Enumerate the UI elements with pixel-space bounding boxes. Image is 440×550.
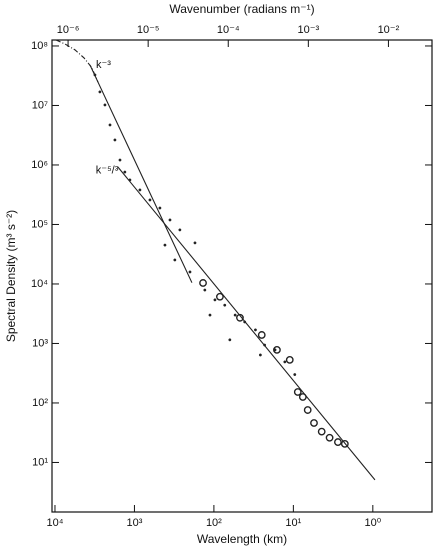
top-axis-title: Wavenumber (radians m⁻¹) (169, 2, 314, 16)
dot-point (158, 206, 162, 210)
circle-point (325, 433, 334, 442)
y-tick-label: 10⁴ (31, 278, 48, 290)
x-tick-label: 10¹ (285, 517, 301, 529)
dot-point (193, 241, 197, 245)
dot-point (208, 313, 212, 317)
x2-tick-label: 10⁻⁴ (217, 24, 240, 36)
dot-point (253, 328, 257, 332)
circle-point (340, 440, 349, 448)
circle-point (257, 331, 266, 339)
dot-point (173, 258, 177, 262)
dot-point (163, 243, 167, 247)
dot-point (178, 228, 182, 232)
dot-point (258, 353, 262, 357)
dot-point (123, 170, 127, 174)
circle-point (285, 355, 294, 364)
dot-point (108, 123, 112, 127)
reference-line (89, 64, 193, 283)
y-tick-label: 10⁵ (31, 218, 48, 230)
x2-tick-label: 10⁻² (378, 24, 400, 36)
y-tick-label: 10⁷ (32, 99, 48, 111)
dot-point (223, 303, 227, 307)
x-axis-title: Wavelength (km) (197, 532, 287, 546)
x-tick-label: 10² (206, 517, 222, 529)
circle-point (334, 438, 342, 446)
circle-point (216, 292, 224, 301)
dot-point (283, 360, 287, 364)
circle-point (310, 419, 318, 427)
y-tick-label: 10³ (32, 337, 48, 349)
x-tick-label: 10⁰ (364, 517, 381, 529)
plot-frame (51, 39, 433, 513)
dot-point (188, 270, 192, 274)
dashed-curve (55, 39, 99, 83)
y-tick-label: 10¹ (32, 456, 48, 468)
circle-point (236, 313, 244, 322)
dot-point (118, 158, 122, 162)
circle-point (199, 279, 207, 287)
y-tick-label: 10² (32, 397, 48, 409)
x2-tick-label: 10⁻³ (297, 24, 319, 36)
x2-tick-label: 10⁻⁵ (137, 24, 160, 36)
reference-line (117, 166, 376, 481)
circle-point (298, 393, 307, 401)
dot-point (168, 218, 172, 222)
y-tick-label: 10⁸ (31, 40, 48, 52)
dot-point (103, 103, 107, 107)
x-tick-label: 10⁴ (46, 517, 63, 529)
circle-point (273, 345, 281, 354)
circle-point (317, 427, 326, 436)
y-tick-label: 10⁶ (31, 159, 48, 171)
line-label: k⁻⁵/³ (96, 165, 119, 177)
dot-point (293, 373, 297, 377)
dot-point (138, 188, 142, 192)
dot-point (113, 138, 117, 142)
circle-point (303, 406, 312, 414)
dot-point (233, 313, 237, 317)
dot-point (213, 298, 217, 302)
circle-point (293, 388, 302, 396)
x-tick-label: 10³ (126, 517, 142, 529)
y-axis-title: Spectral Density (m³ s⁻²) (4, 210, 18, 342)
dot-point (228, 338, 232, 342)
dot-point (203, 288, 207, 292)
dot-point (98, 90, 102, 94)
dot-point (148, 198, 152, 202)
x2-tick-label: 10⁻⁶ (57, 24, 80, 36)
line-label: k⁻³ (96, 59, 111, 71)
